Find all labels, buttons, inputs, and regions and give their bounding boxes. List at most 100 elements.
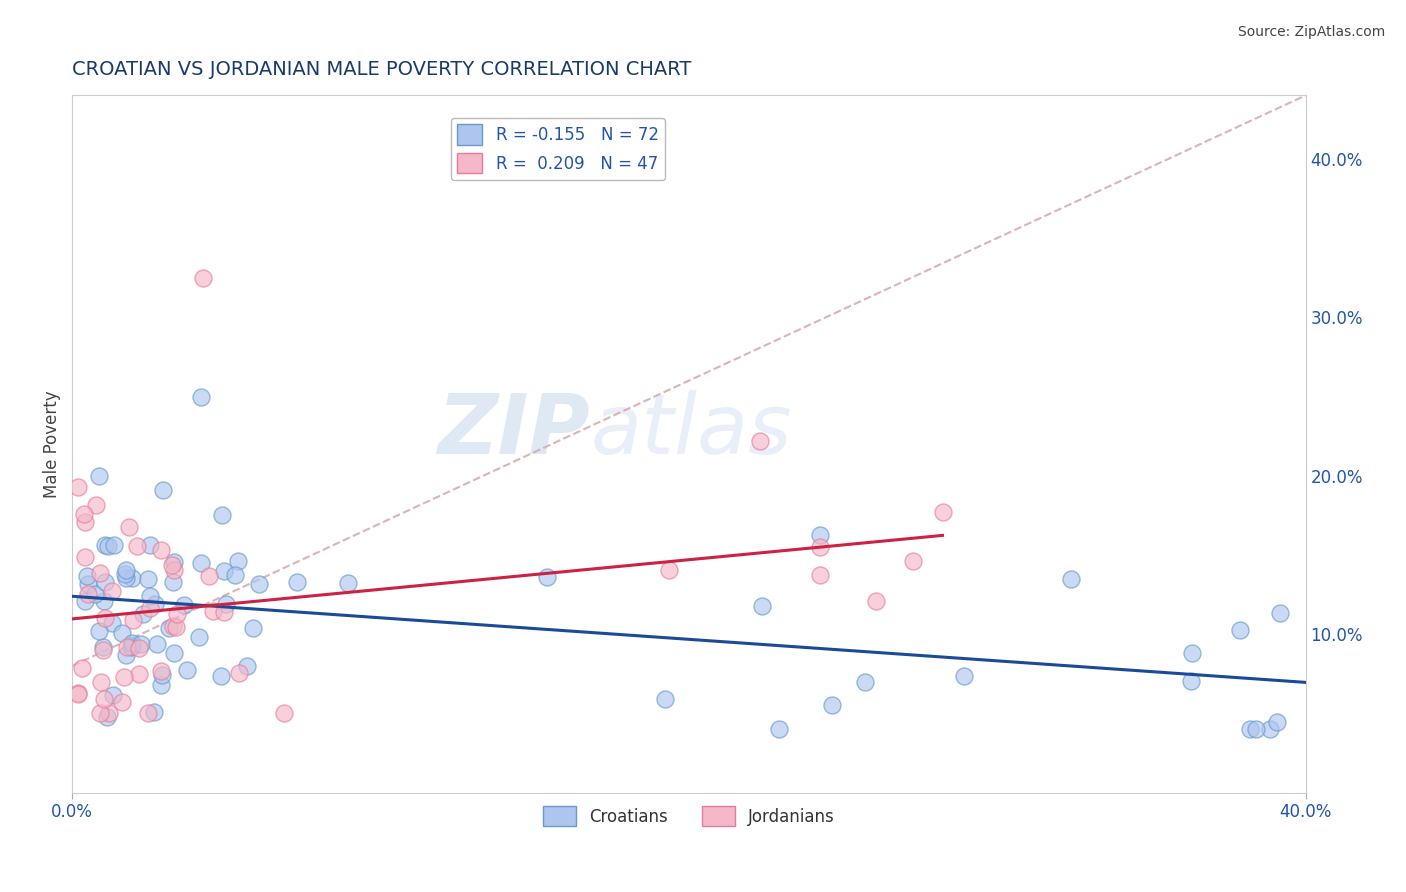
Point (160, 558, 183, 573)
Point (114, 567, 136, 582)
Point (157, 621, 180, 635)
Point (190, 391, 212, 405)
Point (86, 498, 108, 512)
Point (211, 508, 233, 522)
Point (111, 625, 134, 640)
Point (118, 520, 141, 534)
Point (120, 640, 142, 654)
Point (96, 710, 118, 724)
Point (66, 687, 89, 701)
Point (139, 600, 162, 615)
Point (901, 554, 924, 568)
Point (931, 505, 953, 519)
Point (953, 669, 976, 683)
Point (191, 270, 214, 285)
Point (122, 614, 145, 628)
Point (97, 540, 120, 554)
Point (808, 528, 831, 542)
Point (212, 564, 235, 578)
Point (162, 619, 184, 633)
Point (165, 620, 187, 634)
Point (127, 539, 149, 553)
Point (67, 480, 90, 494)
Point (73, 507, 96, 521)
Point (73, 594, 96, 608)
Point (76, 568, 98, 582)
Point (139, 538, 162, 552)
Point (163, 555, 186, 569)
Point (138, 572, 160, 586)
Point (163, 646, 186, 660)
Point (1246, 723, 1268, 737)
Point (128, 667, 150, 681)
Point (224, 568, 246, 582)
Point (853, 675, 876, 690)
Point (1181, 646, 1204, 660)
Text: Source: ZipAtlas.com: Source: ZipAtlas.com (1237, 25, 1385, 39)
Point (129, 637, 152, 651)
Point (214, 605, 236, 619)
Point (77, 587, 100, 601)
Point (87, 624, 110, 638)
Point (658, 563, 681, 577)
Point (152, 483, 174, 497)
Point (149, 678, 172, 692)
Point (89, 566, 111, 580)
Text: ZIP: ZIP (437, 390, 591, 471)
Point (215, 597, 238, 611)
Point (150, 664, 173, 678)
Point (149, 543, 172, 558)
Point (228, 554, 250, 568)
Point (89, 674, 111, 689)
Point (101, 583, 124, 598)
Point (1239, 723, 1261, 737)
Point (209, 669, 232, 683)
Point (1268, 606, 1291, 620)
Point (146, 637, 169, 651)
Point (75, 515, 97, 529)
Point (75, 549, 97, 564)
Point (166, 607, 188, 622)
Point (1267, 715, 1289, 730)
Point (201, 604, 224, 618)
Point (114, 648, 136, 662)
Point (112, 670, 135, 684)
Point (121, 635, 143, 649)
Point (94, 538, 117, 552)
Point (89, 469, 111, 483)
Text: CROATIAN VS JORDANIAN MALE POVERTY CORRELATION CHART: CROATIAN VS JORDANIAN MALE POVERTY CORRE… (72, 60, 692, 78)
Point (91, 642, 114, 657)
Point (128, 641, 150, 656)
Point (143, 598, 166, 612)
Point (176, 663, 198, 677)
Point (136, 706, 159, 721)
Point (114, 563, 136, 577)
Point (536, 570, 558, 584)
Point (1180, 673, 1202, 688)
Point (865, 593, 887, 607)
Point (121, 639, 143, 653)
Y-axis label: Male Poverty: Male Poverty (44, 390, 60, 498)
Text: atlas: atlas (591, 390, 792, 471)
Point (163, 563, 186, 577)
Point (132, 607, 155, 621)
Point (285, 575, 308, 590)
Point (91, 640, 114, 655)
Point (101, 615, 124, 630)
Point (103, 538, 125, 552)
Point (1258, 723, 1281, 737)
Point (93, 594, 115, 608)
Point (162, 575, 184, 590)
Point (336, 576, 359, 591)
Point (190, 556, 212, 570)
Point (97, 706, 120, 721)
Point (748, 434, 770, 448)
Point (242, 621, 264, 635)
Point (77, 576, 100, 591)
Point (236, 659, 259, 673)
Point (94, 575, 117, 590)
Point (94, 611, 117, 625)
Point (111, 695, 134, 709)
Point (93, 691, 115, 706)
Point (228, 665, 250, 680)
